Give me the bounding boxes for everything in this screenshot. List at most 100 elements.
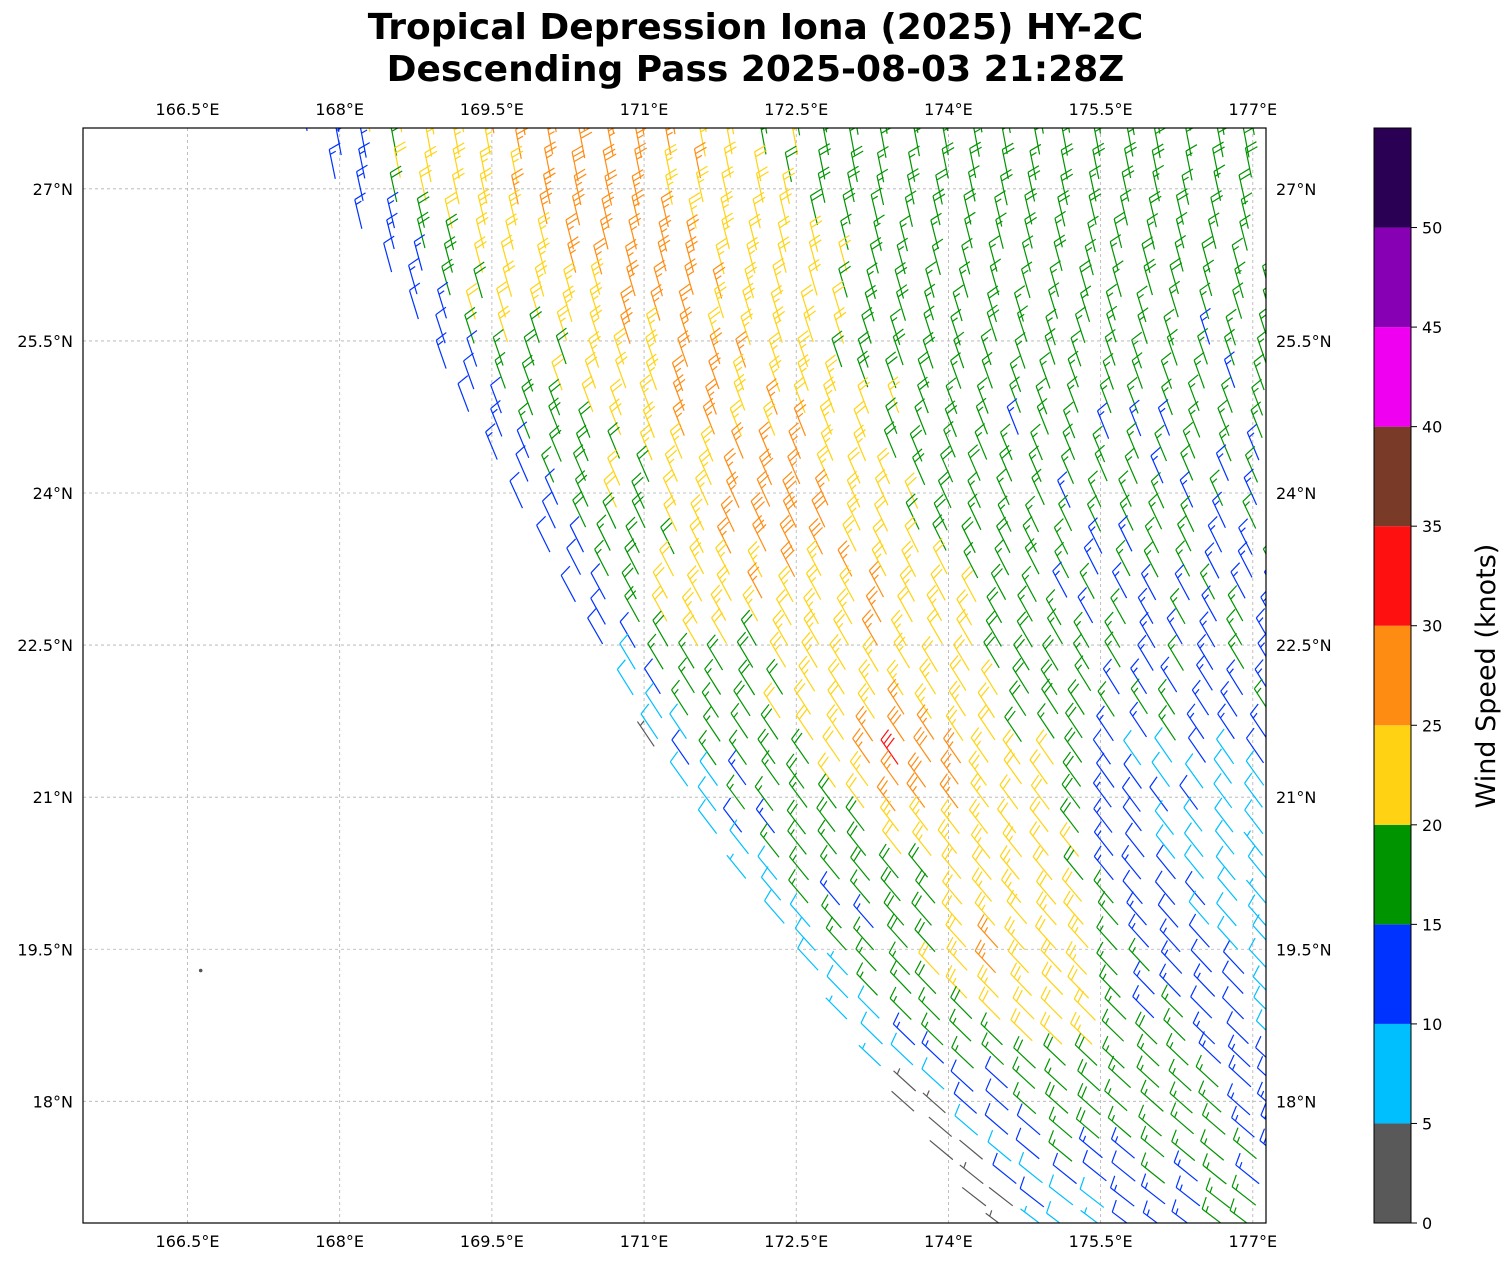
- wind-barb: [1002, 822, 1023, 858]
- barb-staff: [710, 594, 727, 621]
- barb-full: [776, 589, 786, 600]
- wind-barb: [475, 211, 489, 249]
- wind-barb: [869, 237, 883, 274]
- barb-half: [663, 203, 670, 208]
- barb-half: [336, 128, 343, 132]
- barb-full: [863, 311, 874, 321]
- barb-full: [1259, 308, 1266, 315]
- barb-full: [1111, 1150, 1117, 1163]
- wind-barb: [1144, 516, 1160, 554]
- wind-barb: [1053, 518, 1069, 555]
- wind-barb: [997, 495, 1012, 532]
- barb-full: [1202, 1153, 1208, 1166]
- barb-half: [737, 387, 743, 393]
- barb-full: [876, 776, 886, 788]
- barb-full: [758, 421, 769, 431]
- wind-barb: [1079, 562, 1095, 599]
- barb-half: [1177, 549, 1183, 555]
- wind-barb: [1213, 748, 1232, 784]
- wind-barb: [1184, 844, 1204, 879]
- barb-full: [894, 333, 906, 342]
- barb-full: [711, 332, 723, 341]
- wind-barb: [1212, 141, 1225, 178]
- barb-staff: [1226, 668, 1244, 696]
- barb-full: [806, 613, 816, 624]
- barb-staff: [1185, 763, 1204, 789]
- wind-barb: [740, 609, 757, 646]
- barb-full: [1143, 541, 1154, 551]
- barb-full: [914, 102, 925, 108]
- barb-full: [808, 258, 820, 268]
- wind-barb: [684, 258, 698, 295]
- wind-barb: [896, 237, 909, 275]
- wind-barb: [1223, 351, 1236, 388]
- barb-full: [1045, 1200, 1052, 1214]
- barb-full: [572, 490, 583, 501]
- barb-half: [1101, 900, 1106, 907]
- wind-barb: [726, 471, 740, 508]
- barb-full: [781, 519, 792, 530]
- wind-barb: [1252, 965, 1266, 991]
- barb-full: [907, 168, 919, 176]
- wind-barb: [833, 609, 850, 646]
- wind-barb: [1140, 1125, 1165, 1158]
- barb-full: [847, 446, 858, 457]
- wind-barb: [1093, 845, 1114, 881]
- barb-full: [666, 173, 678, 181]
- wind-barb: [515, 445, 529, 482]
- wind-barb: [1018, 1151, 1043, 1184]
- wind-barb: [413, 234, 426, 271]
- barb-full: [999, 845, 1008, 857]
- colorbar-segment: [1374, 526, 1411, 626]
- barb-half: [791, 781, 797, 788]
- barb-half: [893, 969, 898, 976]
- barb-full: [580, 100, 591, 106]
- barb-full: [803, 305, 815, 315]
- barb-full: [880, 729, 890, 741]
- barb-full: [978, 943, 986, 955]
- barb-full: [1159, 918, 1167, 930]
- wind-barb: [730, 702, 749, 739]
- barb-half: [438, 290, 445, 295]
- barb-full: [660, 219, 672, 228]
- wind-barb: [631, 169, 645, 206]
- barb-full: [890, 609, 901, 621]
- barb-full: [906, 772, 915, 784]
- wind-barb: [980, 659, 998, 695]
- barb-half: [1203, 1138, 1208, 1145]
- colorbar-tick-label: 40: [1422, 418, 1442, 437]
- barb-full: [748, 213, 761, 222]
- barb-full: [504, 265, 516, 274]
- barb-staff: [1163, 1019, 1186, 1041]
- barb-full: [786, 799, 795, 811]
- barb-full: [446, 196, 458, 205]
- barb-full: [1240, 192, 1253, 201]
- barb-half: [841, 221, 848, 227]
- barb-full: [949, 654, 959, 666]
- barb-half: [969, 480, 976, 486]
- barb-half: [762, 434, 769, 440]
- barb-full: [610, 378, 621, 388]
- wind-barb: [1065, 702, 1083, 739]
- barb-full: [983, 632, 993, 643]
- wind-barb: [1227, 1034, 1251, 1068]
- barb-half: [623, 320, 630, 326]
- barb-full: [1107, 1105, 1114, 1118]
- barb-full: [958, 613, 969, 624]
- barb-full: [838, 234, 850, 243]
- wind-barb: [1048, 1174, 1074, 1206]
- barb-half: [706, 668, 712, 674]
- barb-full: [564, 290, 576, 299]
- barb-half: [1256, 687, 1262, 694]
- barb-full: [1012, 1056, 1019, 1069]
- wind-barb: [856, 128, 859, 135]
- barb-full: [602, 492, 613, 502]
- barb-full: [689, 516, 700, 527]
- barb-full: [466, 282, 478, 292]
- barb-full: [1029, 797, 1038, 809]
- barb-full: [1252, 965, 1260, 978]
- barb-full: [1250, 401, 1262, 411]
- barb-full: [684, 591, 694, 602]
- wind-barb: [969, 141, 982, 179]
- wind-barb: [921, 635, 938, 673]
